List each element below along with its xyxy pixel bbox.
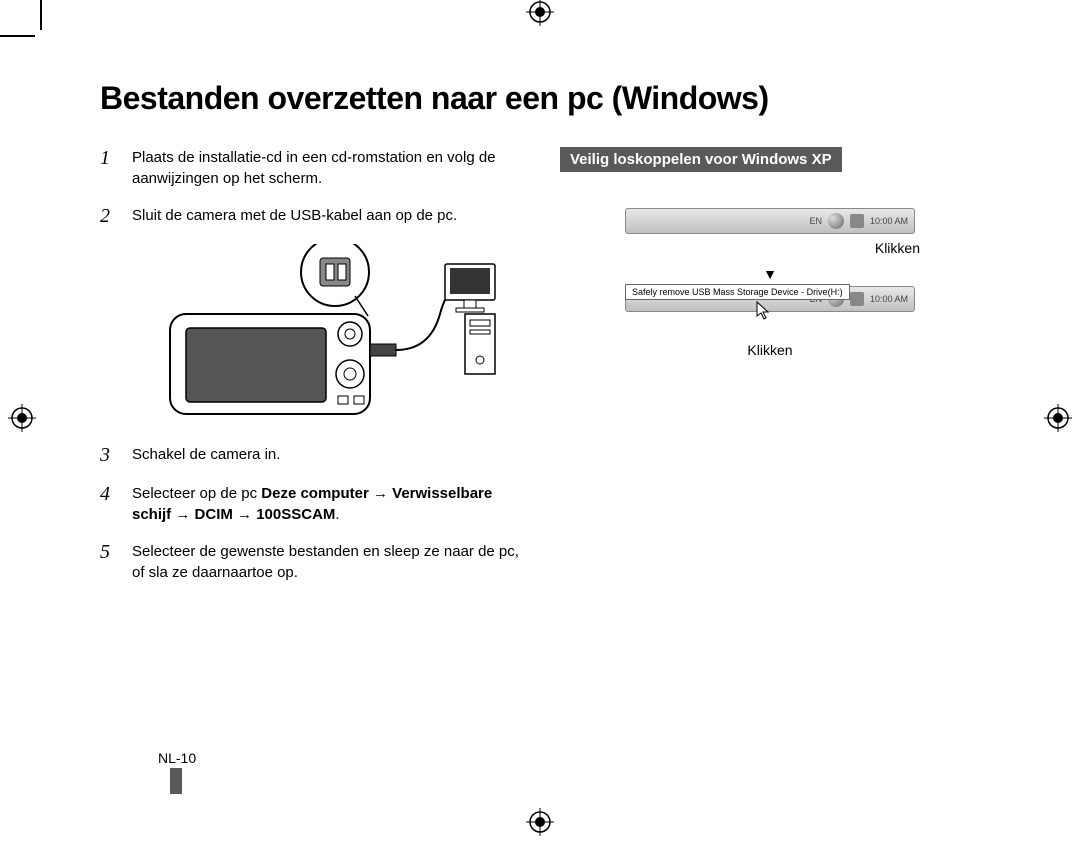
right-column: Veilig loskoppelen voor Windows XP EN 10… [560, 147, 980, 599]
taskbar-screenshot-1: EN 10:00 AM [625, 208, 915, 234]
two-column-layout: 1 Plaats de installatie-cd in een cd-rom… [100, 147, 980, 599]
camera-usb-illustration [130, 244, 500, 424]
step-number: 5 [100, 541, 118, 564]
registration-mark-left [8, 404, 36, 432]
taskbar-screenshot-2: EN 10:00 AM Safely remove USB Mass Stora… [625, 286, 915, 312]
taskbar-time: 10:00 AM [870, 294, 908, 304]
down-arrow-icon: ▼ [560, 266, 980, 282]
step-4: 4 Selecteer op de pc Deze computer → Ver… [100, 483, 530, 525]
step-number: 4 [100, 483, 118, 506]
page-number: NL-10 [158, 750, 196, 766]
left-column: 1 Plaats de installatie-cd in een cd-rom… [100, 147, 530, 599]
crop-mark-horizontal [0, 35, 35, 37]
taskbar-lang: EN [809, 216, 822, 226]
registration-mark-right [1044, 404, 1072, 432]
cursor-icon [755, 300, 771, 325]
registration-mark-top [526, 0, 554, 26]
tooltip-text: Safely remove USB Mass Storage Device - … [625, 284, 850, 300]
crop-mark-vertical [40, 0, 42, 30]
step-number: 3 [100, 444, 118, 467]
step-number: 1 [100, 147, 118, 170]
subsection-title: Veilig loskoppelen voor Windows XP [560, 147, 842, 172]
page-content: Bestanden overzetten naar een pc (Window… [100, 80, 980, 599]
tray-icon [850, 214, 864, 228]
click-label-1: Klikken [560, 240, 980, 256]
tray-icon [850, 292, 864, 306]
step-1: 1 Plaats de installatie-cd in een cd-rom… [100, 147, 530, 189]
step-2: 2 Sluit de camera met de USB-kabel aan o… [100, 205, 530, 228]
step-text: Selecteer op de pc Deze computer → Verwi… [132, 483, 530, 525]
page-number-bar [170, 768, 182, 794]
step-text: Plaats de installatie-cd in een cd-romst… [132, 147, 530, 189]
step-5: 5 Selecteer de gewenste bestanden en sle… [100, 541, 530, 583]
registration-mark-bottom [526, 808, 554, 836]
step-3: 3 Schakel de camera in. [100, 444, 530, 467]
step-text: Sluit de camera met de USB-kabel aan op … [132, 205, 530, 226]
step-text: Schakel de camera in. [132, 444, 530, 465]
taskbar-time: 10:00 AM [870, 216, 908, 226]
step-text: Selecteer de gewenste bestanden en sleep… [132, 541, 530, 583]
page-title: Bestanden overzetten naar een pc (Window… [100, 80, 980, 117]
safely-remove-icon [828, 213, 844, 229]
step-number: 2 [100, 205, 118, 228]
click-label-2: Klikken [560, 342, 980, 358]
